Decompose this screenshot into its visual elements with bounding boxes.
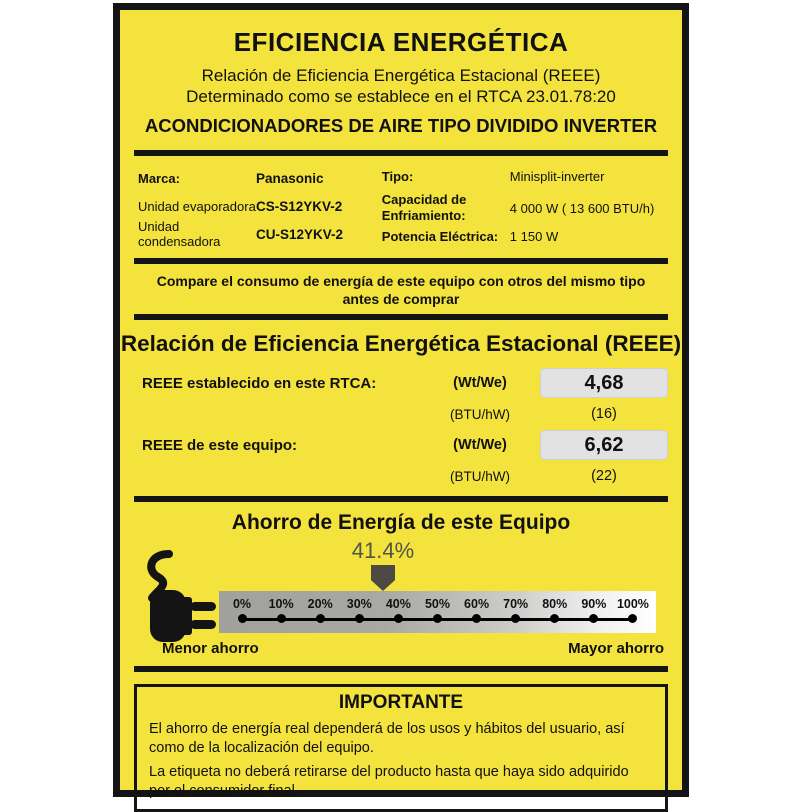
compare-line1: Compare el consumo de energía de este eq…: [156, 273, 646, 289]
compare-notice: Compare el consumo de energía de este eq…: [120, 264, 682, 314]
reee-rtca-btu-row: (BTU/hW) (16): [142, 400, 668, 428]
divider: [134, 314, 668, 320]
divider: [134, 666, 668, 672]
tick-label: 50%: [424, 597, 450, 611]
cooling-capacity-row: Capacidad de Enfriamiento: 4 000 W ( 13 …: [382, 192, 668, 224]
evaporator-value: CS-S12YKV-2: [256, 198, 343, 214]
tick-label: 80%: [542, 597, 568, 611]
reee-rtca-btu-unit: (BTU/hW): [450, 406, 510, 422]
electric-plug-icon: [147, 550, 216, 642]
tick-label: 0%: [232, 597, 252, 611]
brand-row: Marca: Panasonic: [138, 166, 382, 190]
savings-scale: 41.4% 0% 10% 20% 30% 40% 50% 60% 70% 80%…: [134, 538, 668, 666]
important-paragraph2: La etiqueta no deberá retirarse del prod…: [149, 764, 629, 799]
specs-left-column: Marca: Panasonic Unidad evaporadora CS-S…: [138, 164, 382, 250]
brand-label: Marca:: [138, 170, 180, 186]
reee-equipment-label: REEE de este equipo:: [142, 436, 298, 454]
energy-efficiency-label: EFICIENCIA ENERGÉTICA Relación de Eficie…: [113, 3, 689, 812]
savings-marker-value: 41.4%: [351, 538, 415, 563]
reee-rtca-row: REEE establecido en este RTCA: (Wt/We) 4…: [142, 366, 668, 400]
evaporator-row: Unidad evaporadora CS-S12YKV-2: [138, 194, 382, 218]
tick-label: 10%: [268, 597, 294, 611]
subtitle: Relación de Eficiencia Energética Estaci…: [120, 65, 682, 107]
tick-label: 30%: [346, 597, 372, 611]
important-notice-box: IMPORTANTE El ahorro de energía real dep…: [134, 684, 668, 812]
cooling-capacity-value: 4 000 W ( 13 600 BTU/h): [509, 200, 655, 216]
tick-label: 70%: [503, 597, 529, 611]
evaporator-label: Unidad evaporadora: [138, 198, 256, 214]
scale-end-labels: Menor ahorro Mayor ahorro: [134, 640, 668, 657]
type-label: Tipo:: [381, 168, 414, 184]
divider: [134, 496, 668, 502]
label-header: EFICIENCIA ENERGÉTICA Relación de Eficie…: [120, 27, 682, 156]
divider: [134, 150, 668, 156]
condenser-label: Unidad condensadora: [138, 219, 221, 249]
reee-rtca-btu-value: (16): [591, 406, 617, 422]
tick-label: 90%: [581, 597, 607, 611]
important-paragraph1: El ahorro de energía real dependerá de l…: [149, 721, 625, 756]
reee-rtca-label: REEE establecido en este RTCA:: [142, 374, 377, 392]
reee-equipment-btu-unit: (BTU/hW): [450, 468, 510, 484]
type-value: Minisplit-inverter: [509, 168, 605, 184]
reee-equipment-btu-value: (22): [591, 468, 617, 484]
reee-equipment-btu-row: (BTU/hW) (22): [142, 462, 668, 490]
cooling-capacity-label: Capacidad de Enfriamiento:: [381, 192, 467, 223]
savings-section-heading: Ahorro de Energía de este Equipo: [231, 511, 571, 534]
electric-power-label: Potencia Eléctrica:: [381, 229, 499, 244]
specs-table: Marca: Panasonic Unidad evaporadora CS-S…: [120, 156, 682, 258]
subtitle-line2: Determinado como se establece en el RTCA…: [186, 87, 616, 106]
reee-rtca-value-box: 4,68: [540, 368, 668, 398]
divider: [134, 258, 668, 264]
page-title: EFICIENCIA ENERGÉTICA: [233, 27, 569, 57]
reee-rtca-unit: (Wt/We): [453, 375, 507, 391]
savings-gradient-bar: 0% 10% 20% 30% 40% 50% 60% 70% 80% 90% 1…: [219, 591, 656, 633]
subtitle-line1: Relación de Eficiencia Energética Estaci…: [201, 66, 601, 85]
reee-section-heading: Relación de Eficiencia Energética Estaci…: [120, 331, 682, 356]
tick-label: 60%: [464, 597, 490, 611]
tick-label: 40%: [385, 597, 411, 611]
compare-line2: antes de comprar: [342, 291, 460, 307]
electric-power-value: 1 150 W: [509, 229, 559, 244]
brand-value: Panasonic: [256, 170, 324, 186]
condenser-row: Unidad condensadora CU-S12YKV-2: [138, 219, 382, 249]
lower-savings-label: Menor ahorro: [162, 640, 259, 657]
electric-power-row: Potencia Eléctrica: 1 150 W: [382, 229, 668, 244]
tick-label: 100%: [616, 597, 649, 611]
tick-label: 20%: [307, 597, 333, 611]
scale-axis-line: [242, 618, 633, 621]
reee-equipment-unit: (Wt/We): [453, 437, 507, 453]
reee-values-grid: REEE establecido en este RTCA: (Wt/We) 4…: [142, 366, 668, 490]
product-type-heading: ACONDICIONADORES DE AIRE TIPO DIVIDIDO I…: [144, 115, 658, 136]
specs-right-column: Tipo: Minisplit-inverter Capacidad de En…: [382, 164, 668, 246]
condenser-value: CU-S12YKV-2: [256, 226, 344, 242]
savings-marker-arrow-icon: [371, 565, 395, 591]
type-row: Tipo: Minisplit-inverter: [382, 166, 668, 186]
important-heading: IMPORTANTE: [338, 692, 464, 713]
reee-equipment-row: REEE de este equipo: (Wt/We) 6,62: [142, 428, 668, 462]
higher-savings-label: Mayor ahorro: [568, 640, 664, 657]
reee-equipment-value-box: 6,62: [540, 430, 668, 460]
